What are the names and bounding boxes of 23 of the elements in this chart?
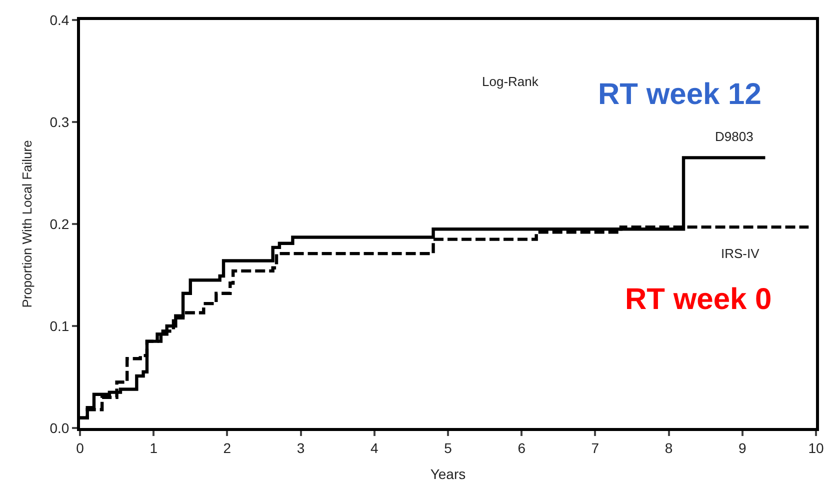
x-tick-label: 9 bbox=[738, 440, 746, 456]
annotation: RT week 0 bbox=[625, 283, 772, 316]
y-tick-label: 0.4 bbox=[50, 12, 70, 28]
x-tick-label: 7 bbox=[591, 440, 600, 456]
x-tick-label: 1 bbox=[150, 440, 158, 456]
y-axis-title: Proportion With Local Failure bbox=[20, 140, 35, 308]
x-tick-label: 10 bbox=[808, 440, 824, 456]
x-tick-label: 0 bbox=[76, 440, 84, 456]
y-tick-label: 0.1 bbox=[50, 318, 70, 334]
x-tick-label: 6 bbox=[518, 440, 526, 456]
annotation: RT week 12 bbox=[598, 78, 762, 111]
x-tick-label: 2 bbox=[223, 440, 232, 456]
x-tick-label: 3 bbox=[296, 440, 305, 456]
annotation: Log-Rank bbox=[482, 74, 539, 89]
x-tick-label: 5 bbox=[444, 440, 452, 456]
y-tick-label: 0.2 bbox=[50, 216, 70, 232]
x-tick-label: 8 bbox=[664, 440, 673, 456]
y-tick-label: 0.0 bbox=[50, 420, 70, 436]
x-axis-title: Years bbox=[430, 466, 466, 482]
y-tick-label: 0.3 bbox=[50, 114, 70, 130]
series-label: D9803 bbox=[715, 129, 754, 144]
series-label: IRS-IV bbox=[721, 246, 760, 261]
x-tick-label: 4 bbox=[370, 440, 378, 456]
